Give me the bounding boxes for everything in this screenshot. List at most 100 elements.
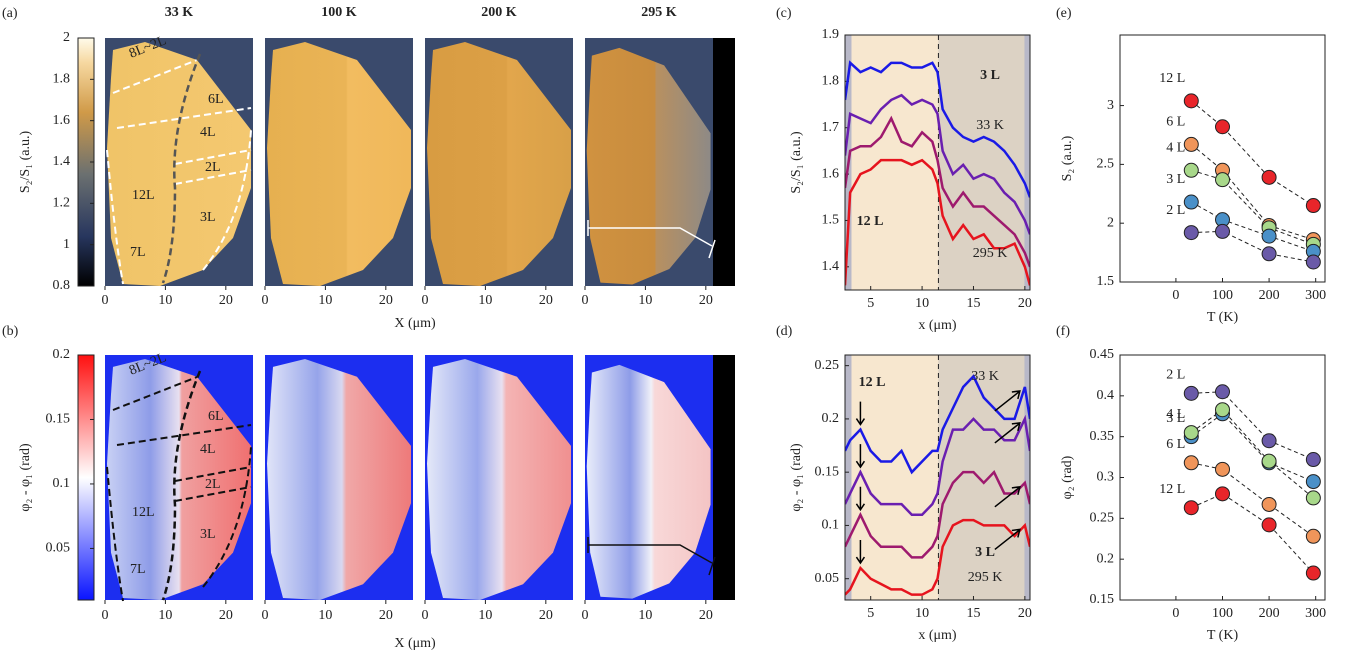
series-label: 3 L: [1166, 172, 1185, 187]
region-divider: [161, 53, 202, 284]
point: [1215, 172, 1230, 188]
y-tick-label: 0.1: [822, 518, 840, 533]
series-label: 4 L: [1166, 140, 1185, 155]
region-label: 6L: [208, 409, 224, 424]
y-tick-label: 1.8: [822, 74, 840, 89]
point: [1261, 433, 1277, 449]
x-axis-label: T (K): [1207, 628, 1239, 643]
connector: [1191, 493, 1314, 574]
panel-label: (b): [2, 324, 19, 339]
point: [1305, 254, 1321, 270]
colorbar-label: S₂/S₁ (a.u.): [18, 131, 33, 194]
region-label: 3 L: [975, 545, 995, 560]
y-tick-label: 1.5: [822, 213, 840, 228]
point: [1183, 500, 1199, 516]
flake: [586, 364, 711, 599]
point: [1183, 455, 1199, 471]
panel-label: (f): [1056, 324, 1070, 339]
map-title: 33 K: [165, 5, 194, 20]
flake: [427, 358, 571, 600]
connector: [1191, 462, 1314, 537]
flake: [586, 47, 711, 285]
x-tick-label: 10: [318, 608, 332, 623]
series-label: 4 L: [1166, 407, 1185, 422]
y-tick-label: 0.15: [815, 464, 840, 479]
colorbar-tick-label: 1.4: [53, 154, 71, 169]
connector: [1191, 391, 1314, 460]
x-tick-label: 100: [1212, 288, 1233, 303]
y-tick-label: 1.5: [1097, 274, 1115, 289]
region-label: 2L: [205, 477, 221, 492]
map-edge: [713, 355, 735, 600]
plot-frame: [1119, 34, 1326, 283]
series-label: 12 L: [1159, 71, 1185, 86]
arrow: [994, 528, 1021, 551]
profile-line: [588, 227, 713, 247]
series-line: [845, 115, 1030, 268]
x-tick-label: 10: [915, 606, 929, 621]
y-tick-label: 0.2: [1097, 551, 1115, 566]
region-label: 4L: [200, 125, 216, 140]
series-label: 295 K: [973, 246, 1008, 261]
panel-label: (a): [2, 6, 18, 21]
y-tick-label: 2.5: [1097, 157, 1115, 172]
y-tick-label: 0.05: [815, 571, 840, 586]
x-axis-label: X (μm): [394, 636, 436, 651]
point: [1215, 461, 1230, 477]
panel-label: (d): [776, 324, 793, 339]
x-tick-label: 15: [966, 296, 980, 311]
y-axis-label: S₂ (a.u.): [1060, 135, 1075, 181]
x-tick-label: 0: [1172, 288, 1179, 303]
y-axis-label: φ₂ - φ₁ (rad): [789, 443, 804, 512]
colorbar-tick-label: 2: [63, 30, 70, 45]
x-tick-label: 10: [158, 608, 172, 623]
region-label: 12L: [132, 188, 155, 203]
y-tick-label: 0.25: [815, 358, 840, 373]
connector: [1190, 144, 1314, 241]
point: [1261, 169, 1277, 185]
colorbar-tick-label: 0.15: [46, 412, 71, 427]
colorbar-tick-label: 0.1: [53, 476, 71, 491]
connector: [1191, 201, 1314, 252]
x-tick-label: 20: [379, 293, 393, 308]
colorbar-tick-label: 0.2: [53, 347, 71, 362]
map-title: 295 K: [641, 5, 677, 20]
connector: [1191, 169, 1314, 245]
y-tick-label: 0.45: [1090, 347, 1115, 362]
x-tick-label: 20: [699, 293, 713, 308]
x-tick-label: 0: [422, 608, 429, 623]
x-tick-label: 10: [638, 293, 652, 308]
region-label: 3 L: [980, 68, 1000, 83]
flake: [267, 42, 411, 286]
point: [1305, 452, 1321, 468]
point: [1261, 496, 1277, 512]
point: [1183, 162, 1199, 178]
arrow: [994, 422, 1021, 444]
x-tick-label: 0: [262, 293, 269, 308]
x-tick-label: 300: [1305, 288, 1326, 303]
x-tick-label: 5: [867, 296, 874, 311]
point: [1261, 228, 1277, 244]
series-label: 295 K: [968, 570, 1003, 585]
point: [1183, 385, 1199, 401]
x-tick-label: 20: [219, 608, 233, 623]
x-tick-label: 200: [1259, 288, 1280, 303]
profile-end: [708, 556, 716, 576]
region-3l: [938, 35, 1025, 290]
point: [1261, 246, 1277, 262]
y-axis-label: S₂/S₁ (a.u.): [789, 131, 804, 194]
region-label: 12L: [132, 505, 155, 520]
region-outline: [106, 376, 252, 602]
y-tick-label: 0.35: [1090, 429, 1115, 444]
x-tick-label: 20: [219, 293, 233, 308]
arrow: [994, 390, 1021, 412]
x-axis-label: x (μm): [918, 318, 957, 333]
series-line: [845, 470, 1030, 559]
point: [1305, 198, 1321, 214]
x-tick-label: 0: [582, 293, 589, 308]
series-line: [845, 374, 1030, 475]
plot-frame: [1119, 354, 1326, 601]
connector: [1190, 409, 1314, 499]
y-tick-label: 0.3: [1097, 470, 1115, 485]
